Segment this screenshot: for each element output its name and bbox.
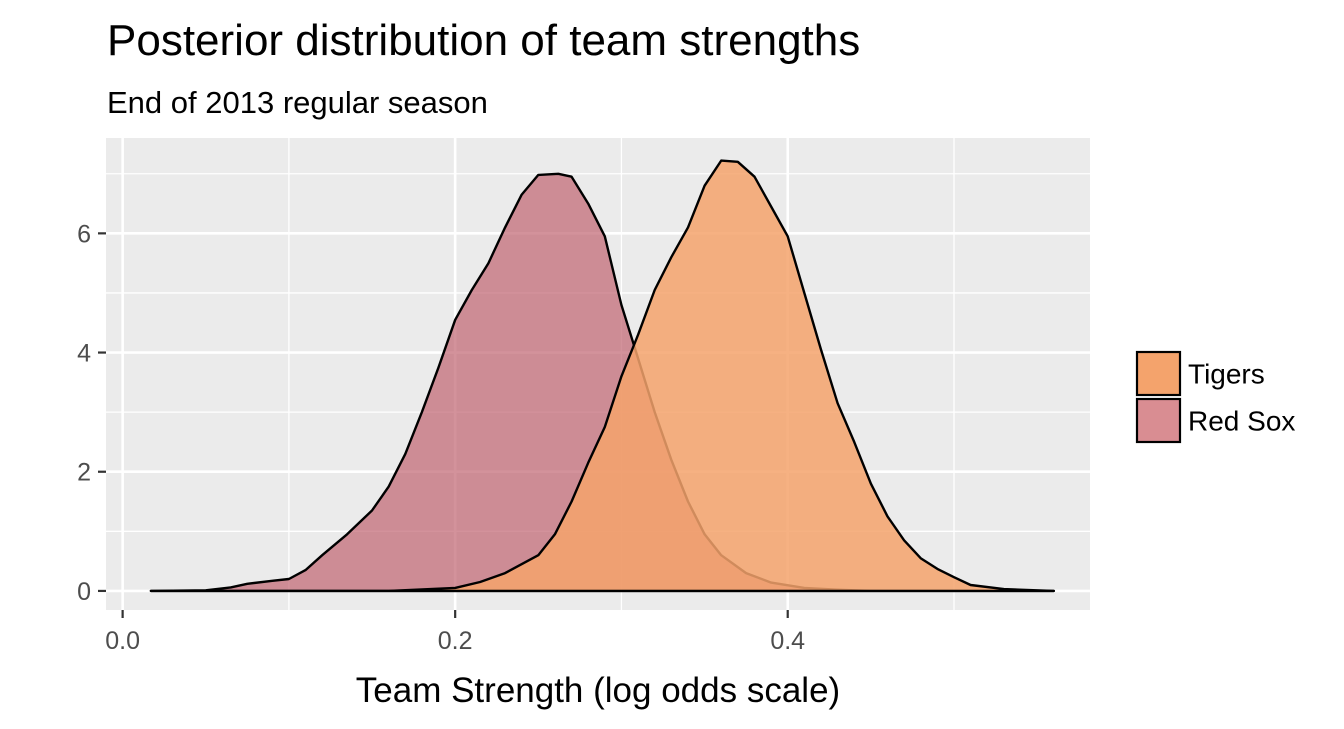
x-tick-label: 0.2 <box>438 627 473 655</box>
x-axis-title: Team Strength (log odds scale) <box>356 671 840 710</box>
x-tick-label: 0.0 <box>105 627 140 655</box>
y-tick-label: 2 <box>77 459 91 487</box>
legend-swatch <box>1135 397 1182 444</box>
density-area-tigers <box>149 159 1055 593</box>
y-tick-label: 6 <box>77 220 91 248</box>
y-tick-label: 4 <box>77 340 91 368</box>
chart-subtitle: End of 2013 regular season <box>107 85 488 120</box>
x-tick-label: 0.4 <box>770 627 805 655</box>
legend-swatch <box>1135 350 1182 397</box>
legend: Tigers Red Sox <box>1135 350 1295 444</box>
chart-title: Posterior distribution of team strengths <box>107 16 860 65</box>
legend-label: Red Sox <box>1188 406 1295 437</box>
y-tick-label: 0 <box>77 578 91 606</box>
x-axis: 0.0 0.2 0.4 <box>105 610 805 655</box>
y-axis: 0 2 4 6 <box>77 220 106 606</box>
density-areas <box>149 159 1055 593</box>
legend-label: Tigers <box>1188 359 1265 390</box>
